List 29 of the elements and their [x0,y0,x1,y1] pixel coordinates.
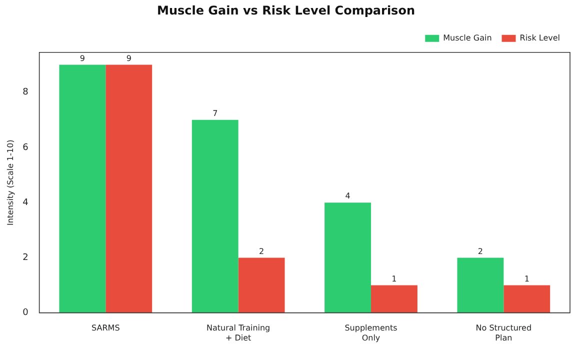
data-label: 2 [478,246,483,256]
bar [324,202,371,313]
data-label: 9 [126,54,132,63]
bar [106,64,152,313]
x-tick-label: Supplements Only [344,324,398,342]
legend-label: Muscle Gain [443,33,492,42]
bar [371,285,418,313]
data-label: 2 [259,246,264,256]
data-label: 9 [80,54,85,63]
bar [457,258,504,313]
y-tick-label: 4 [22,198,29,208]
y-tick-label: 0 [22,308,29,318]
data-label: 7 [212,108,218,118]
y-axis-title: Intensity (Scale 1-10) [6,140,15,226]
y-tick-label: 6 [22,142,29,153]
data-label: 4 [345,192,350,201]
data-label: 1 [524,274,530,284]
bar [59,64,106,313]
bar [504,285,550,313]
y-tick-label: 2 [22,253,28,264]
x-tick-label: No Structured Plan [476,324,532,342]
x-tick-label: Natural Training + Diet [206,324,270,342]
chart-title: Muscle Gain vs Risk Level Comparison [157,3,415,18]
x-tick-label: SARMS [92,324,120,333]
bar [192,120,238,313]
bar [238,258,285,313]
y-tick-label: 8 [22,88,29,98]
legend-label: Risk Level [520,33,560,42]
data-label: 1 [392,274,397,284]
